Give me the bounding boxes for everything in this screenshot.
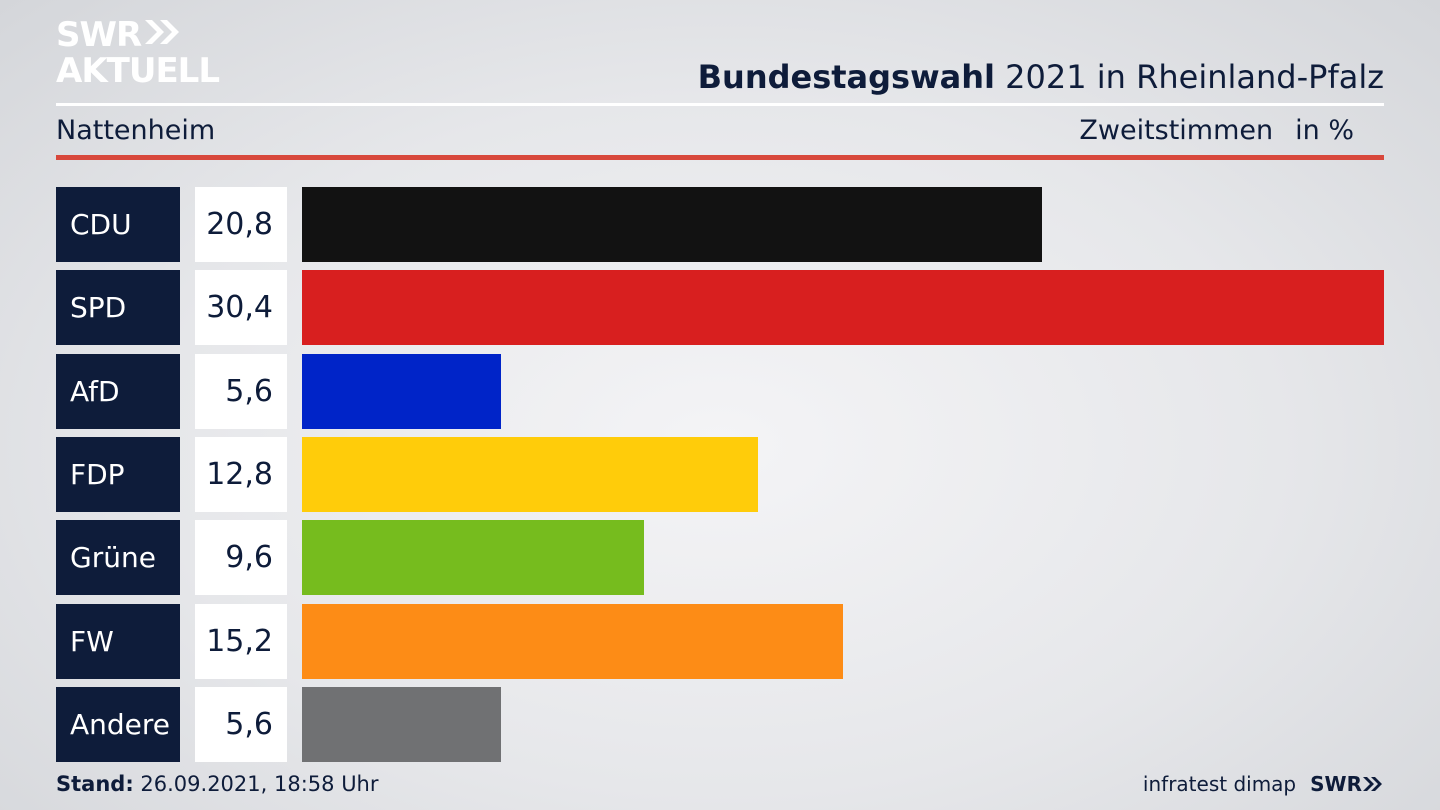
timestamp: Stand: 26.09.2021, 18:58 Uhr (56, 772, 379, 796)
unit-label: in % (1295, 115, 1354, 146)
stand-value: 26.09.2021, 18:58 Uhr (140, 772, 379, 796)
bar (302, 270, 1384, 345)
bar (302, 437, 758, 512)
measure-label: Zweitstimmen (1079, 115, 1274, 146)
bar-row: FDP 12,8 (56, 437, 1384, 512)
category-label: FDP (56, 437, 180, 512)
chart-title: Bundestagswahl 2021 in Rheinland-Pfalz (698, 58, 1384, 96)
bar-row: SPD 30,4 (56, 270, 1384, 345)
bar (302, 354, 501, 429)
source-label: infratest dimap (1142, 772, 1297, 796)
broadcaster-label: SWR (1310, 772, 1362, 796)
value-label: 9,6 (195, 520, 287, 595)
swr-small-logo: SWR (1310, 772, 1384, 796)
logo-text-aktuell: AKTUELL (56, 51, 220, 91)
title-rest: 2021 in Rheinland-Pfalz (1005, 58, 1384, 96)
value-label: 20,8 (195, 187, 287, 262)
category-label: CDU (56, 187, 180, 262)
category-label: FW (56, 604, 180, 679)
bar-row: Grüne 9,6 (56, 520, 1384, 595)
double-chevron-right-icon (143, 18, 181, 52)
value-label: 5,6 (195, 687, 287, 762)
stand-label: Stand: (56, 772, 134, 796)
location-label: Nattenheim (56, 115, 216, 146)
value-label: 30,4 (195, 270, 287, 345)
logo-text-swr: SWR (56, 15, 142, 55)
swr-aktuell-logo: SWR AKTUELL (56, 15, 220, 91)
category-label: AfD (56, 354, 180, 429)
accent-divider (56, 155, 1384, 160)
bar (302, 187, 1042, 262)
bar-row: FW 15,2 (56, 604, 1384, 679)
bar-chart: CDU 20,8 SPD 30,4 AfD 5,6 FDP 12,8 Grüne 9,6 FW 15,… (56, 187, 1384, 763)
bar-row: AfD 5,6 (56, 354, 1384, 429)
value-label: 15,2 (195, 604, 287, 679)
category-label: Grüne (56, 520, 180, 595)
bar-row: CDU 20,8 (56, 187, 1384, 262)
bar-row: Andere 5,6 (56, 687, 1384, 762)
category-label: SPD (56, 270, 180, 345)
bar (302, 520, 644, 595)
measure-label-group: Zweitstimmen in % (1079, 115, 1354, 146)
double-chevron-right-icon (1363, 777, 1382, 791)
category-label: Andere (56, 687, 180, 762)
value-label: 12,8 (195, 437, 287, 512)
value-label: 5,6 (195, 354, 287, 429)
bar (302, 687, 501, 762)
header-divider (56, 103, 1384, 106)
title-bold: Bundestagswahl (697, 58, 995, 96)
bar (302, 604, 843, 679)
source-credits: infratest dimap SWR (1143, 772, 1384, 796)
